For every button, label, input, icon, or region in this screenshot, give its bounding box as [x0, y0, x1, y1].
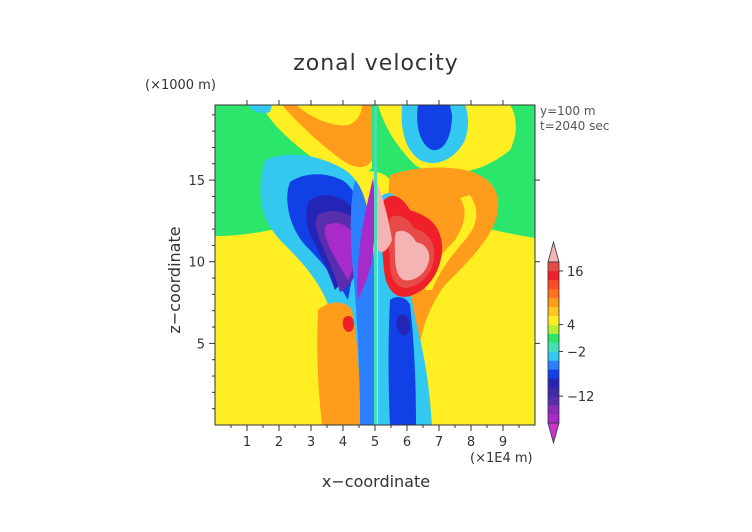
plot-area [214, 104, 536, 426]
colorbar-segment [548, 351, 559, 361]
y-unit-label: (×1000 m) [145, 78, 216, 93]
colorbar-segment [548, 306, 559, 316]
colorbar-segment [548, 315, 559, 325]
colorbar-segment [548, 270, 559, 281]
x-tick-label: 1 [243, 435, 251, 450]
x-tick-label: 9 [499, 435, 507, 450]
annotation-1: t=2040 sec [540, 119, 609, 133]
y-ticks: 5 10 15 [188, 114, 540, 410]
colorbar-max-triangle [547, 240, 560, 263]
blue-upper-right [417, 105, 452, 151]
colorbar-segment [548, 342, 559, 352]
y-tick-label: 5 [197, 337, 205, 352]
chart-title: zonal velocity [293, 51, 459, 76]
y-tick-label: 10 [188, 256, 205, 271]
yellow-inner-left [300, 105, 362, 126]
colorbar-segment [548, 378, 559, 388]
colorbar-tick-label: 16 [567, 265, 584, 280]
magenta-left-core [324, 223, 357, 280]
colorbar-segment [548, 262, 559, 272]
colorbar-segment [548, 387, 559, 397]
colorbar-frame [547, 261, 560, 424]
orange-lower-left [317, 302, 360, 425]
x-tick-label: 7 [435, 435, 443, 450]
x-tick-label: 2 [275, 435, 283, 450]
colorbar-segment [548, 369, 559, 379]
pink-right-core [394, 230, 430, 281]
colorbar-segment [548, 324, 559, 334]
darkblue-right-dot [396, 314, 410, 336]
colorbar-segment [548, 414, 559, 424]
colorbar-tick-label: −12 [567, 390, 594, 405]
colorbar-segment [548, 396, 559, 406]
y-tick-label: 15 [188, 174, 205, 189]
x-tick-label: 4 [339, 435, 347, 450]
pink-center-spike [375, 180, 392, 252]
colorbar-segment [548, 297, 559, 308]
colorbar-segment [548, 405, 559, 415]
y-axis-label: z−coordinate [165, 226, 184, 333]
red-left-dot [342, 316, 354, 332]
x-ticks: 1 2 3 4 5 6 7 8 9 [230, 100, 520, 450]
x-tick-label: 8 [467, 435, 475, 450]
colorbar: 16 4 −2 −12 [547, 240, 594, 445]
magenta-center-spike [357, 178, 376, 300]
colorbar-min-triangle [547, 422, 560, 445]
colorbar-tick-label: 4 [567, 319, 575, 334]
colorbar-segment [548, 279, 559, 290]
annotations: y=100 mt=2040 sec [540, 104, 609, 133]
colorbar-segment [548, 288, 559, 299]
colorbar-segment [548, 333, 559, 343]
x-unit-label: (×1E4 m) [470, 451, 533, 466]
colorbar-segment [548, 360, 559, 370]
colorbar-tick-label: −2 [567, 345, 586, 360]
center-line [374, 105, 377, 425]
x-tick-label: 3 [307, 435, 315, 450]
annotation-0: y=100 m [540, 104, 596, 118]
cyan-upper-left [248, 105, 272, 114]
x-tick-label: 6 [403, 435, 411, 450]
x-axis-label: x−coordinate [322, 472, 430, 491]
x-tick-label: 5 [371, 435, 379, 450]
